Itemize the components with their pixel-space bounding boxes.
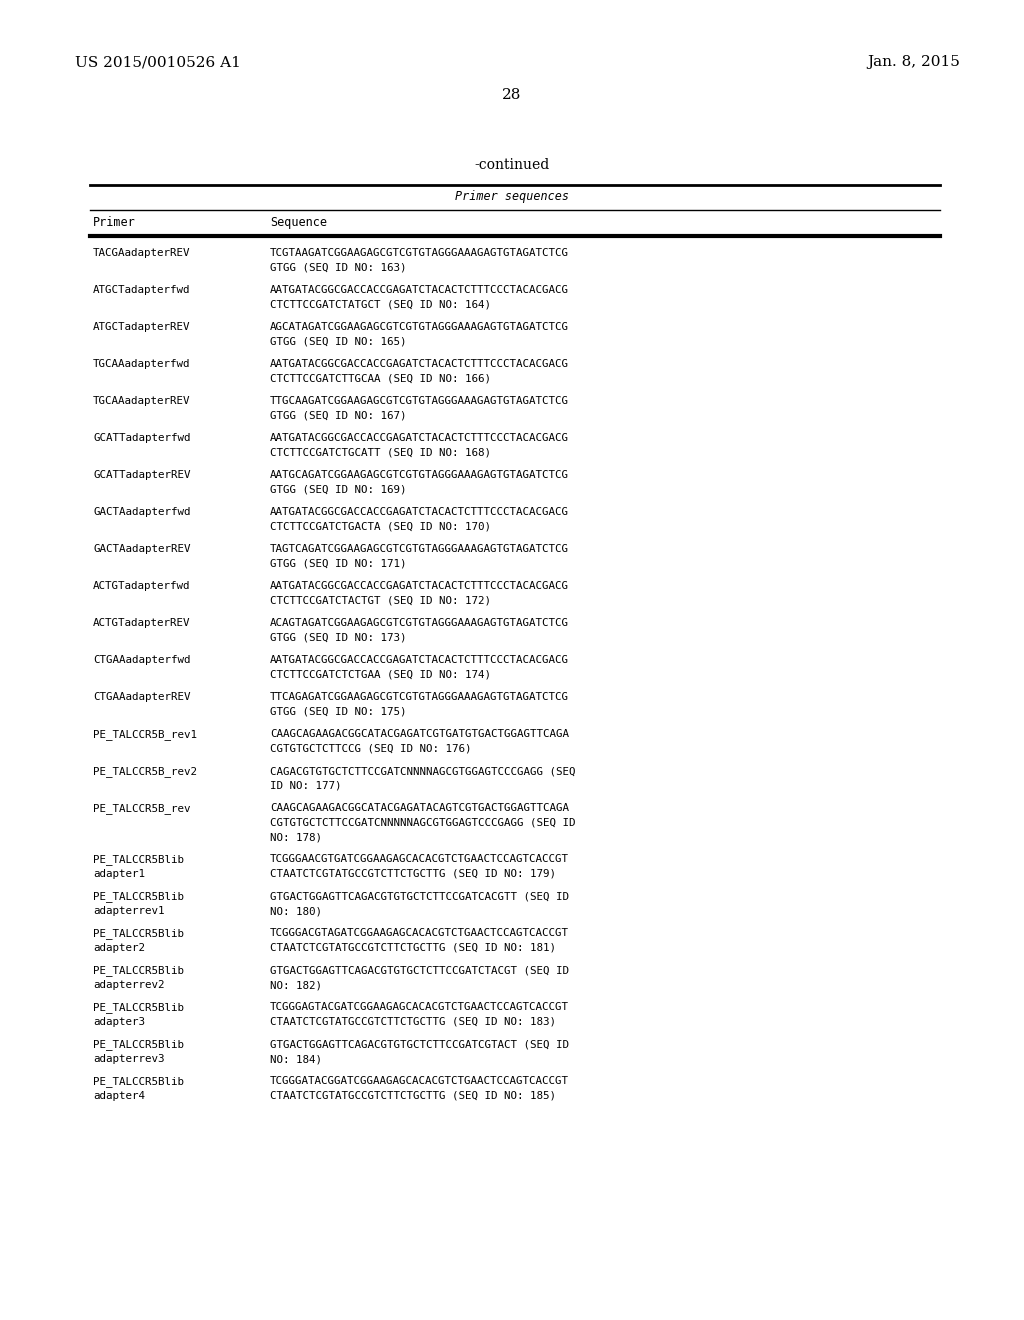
Text: PE_TALCCR5B_rev1: PE_TALCCR5B_rev1	[93, 729, 197, 741]
Text: GTGACTGGAGTTCAGACGTGTGCTCTTCCGATCTACGT (SEQ ID: GTGACTGGAGTTCAGACGTGTGCTCTTCCGATCTACGT (…	[270, 965, 569, 975]
Text: GCATTadapterREV: GCATTadapterREV	[93, 470, 190, 480]
Text: CTGAAadapterfwd: CTGAAadapterfwd	[93, 655, 190, 665]
Text: GTGACTGGAGTTCAGACGTGTGCTCTTCCGATCACGTT (SEQ ID: GTGACTGGAGTTCAGACGTGTGCTCTTCCGATCACGTT (…	[270, 891, 569, 902]
Text: US 2015/0010526 A1: US 2015/0010526 A1	[75, 55, 241, 69]
Text: PE_TALCCR5B_rev: PE_TALCCR5B_rev	[93, 803, 190, 814]
Text: TTGCAAGATCGGAAGAGCGTCGTGTAGGGAAAGAGTGTAGATCTCG: TTGCAAGATCGGAAGAGCGTCGTGTAGGGAAAGAGTGTAG…	[270, 396, 569, 407]
Text: adapterrev3: adapterrev3	[93, 1053, 165, 1064]
Text: adapter4: adapter4	[93, 1092, 145, 1101]
Text: PE_TALCCR5B_rev2: PE_TALCCR5B_rev2	[93, 766, 197, 777]
Text: CTCTTCCGATCTATGCT (SEQ ID NO: 164): CTCTTCCGATCTATGCT (SEQ ID NO: 164)	[270, 300, 490, 309]
Text: TGCAAadapterREV: TGCAAadapterREV	[93, 396, 190, 407]
Text: CAGACGTGTGCTCTTCCGATCNNNNAGCGTGGAGTCCCGAGG (SEQ: CAGACGTGTGCTCTTCCGATCNNNNAGCGTGGAGTCCCGA…	[270, 766, 575, 776]
Text: PE_TALCCR5Blib: PE_TALCCR5Blib	[93, 891, 184, 903]
Text: AATGCAGATCGGAAGAGCGTCGTGTAGGGAAAGAGTGTAGATCTCG: AATGCAGATCGGAAGAGCGTCGTGTAGGGAAAGAGTGTAG…	[270, 470, 569, 480]
Text: CTAATCTCGTATGCCGTCTTCTGCTTG (SEQ ID NO: 181): CTAATCTCGTATGCCGTCTTCTGCTTG (SEQ ID NO: …	[270, 942, 556, 953]
Text: TGCAAadapterfwd: TGCAAadapterfwd	[93, 359, 190, 370]
Text: adapter2: adapter2	[93, 942, 145, 953]
Text: ACTGTadapterfwd: ACTGTadapterfwd	[93, 581, 190, 591]
Text: AATGATACGGCGACCACCGAGATCTACACTCTTTCCCTACACGACG: AATGATACGGCGACCACCGAGATCTACACTCTTTCCCTAC…	[270, 285, 569, 294]
Text: NO: 180): NO: 180)	[270, 906, 322, 916]
Text: AATGATACGGCGACCACCGAGATCTACACTCTTTCCCTACACGACG: AATGATACGGCGACCACCGAGATCTACACTCTTTCCCTAC…	[270, 581, 569, 591]
Text: GTGG (SEQ ID NO: 175): GTGG (SEQ ID NO: 175)	[270, 706, 407, 717]
Text: -continued: -continued	[474, 158, 550, 172]
Text: CTCTTCCGATCTGCATT (SEQ ID NO: 168): CTCTTCCGATCTGCATT (SEQ ID NO: 168)	[270, 447, 490, 458]
Text: TACGAadapterREV: TACGAadapterREV	[93, 248, 190, 257]
Text: GTGG (SEQ ID NO: 165): GTGG (SEQ ID NO: 165)	[270, 337, 407, 346]
Text: adapter3: adapter3	[93, 1016, 145, 1027]
Text: TTCAGAGATCGGAAGAGCGTCGTGTAGGGAAAGAGTGTAGATCTCG: TTCAGAGATCGGAAGAGCGTCGTGTAGGGAAAGAGTGTAG…	[270, 692, 569, 702]
Text: GACTAadapterfwd: GACTAadapterfwd	[93, 507, 190, 517]
Text: CTAATCTCGTATGCCGTCTTCTGCTTG (SEQ ID NO: 183): CTAATCTCGTATGCCGTCTTCTGCTTG (SEQ ID NO: …	[270, 1016, 556, 1027]
Text: ACAGTAGATCGGAAGAGCGTCGTGTAGGGAAAGAGTGTAGATCTCG: ACAGTAGATCGGAAGAGCGTCGTGTAGGGAAAGAGTGTAG…	[270, 618, 569, 628]
Text: adapter1: adapter1	[93, 869, 145, 879]
Text: NO: 184): NO: 184)	[270, 1053, 322, 1064]
Text: Sequence: Sequence	[270, 216, 327, 228]
Text: GTGG (SEQ ID NO: 169): GTGG (SEQ ID NO: 169)	[270, 484, 407, 495]
Text: CGTGTGCTCTTCCGATCNNNNNAGCGTGGAGTCCCGAGG (SEQ ID: CGTGTGCTCTTCCGATCNNNNNAGCGTGGAGTCCCGAGG …	[270, 817, 575, 828]
Text: TCGTAAGATCGGAAGAGCGTCGTGTAGGGAAAGAGTGTAGATCTCG: TCGTAAGATCGGAAGAGCGTCGTGTAGGGAAAGAGTGTAG…	[270, 248, 569, 257]
Text: 28: 28	[503, 88, 521, 102]
Text: PE_TALCCR5Blib: PE_TALCCR5Blib	[93, 1077, 184, 1088]
Text: CTCTTCCGATCTCTGAA (SEQ ID NO: 174): CTCTTCCGATCTCTGAA (SEQ ID NO: 174)	[270, 669, 490, 680]
Text: GTGG (SEQ ID NO: 163): GTGG (SEQ ID NO: 163)	[270, 263, 407, 272]
Text: CTCTTCCGATCTGACTA (SEQ ID NO: 170): CTCTTCCGATCTGACTA (SEQ ID NO: 170)	[270, 521, 490, 532]
Text: CAAGCAGAAGACGGCATACGAGATACAGTCGTGACTGGAGTTCAGA: CAAGCAGAAGACGGCATACGAGATACAGTCGTGACTGGAG…	[270, 803, 569, 813]
Text: GTGG (SEQ ID NO: 167): GTGG (SEQ ID NO: 167)	[270, 411, 407, 421]
Text: Primer sequences: Primer sequences	[455, 190, 569, 203]
Text: PE_TALCCR5Blib: PE_TALCCR5Blib	[93, 928, 184, 940]
Text: NO: 182): NO: 182)	[270, 979, 322, 990]
Text: PE_TALCCR5Blib: PE_TALCCR5Blib	[93, 1002, 184, 1014]
Text: GACTAadapterREV: GACTAadapterREV	[93, 544, 190, 554]
Text: PE_TALCCR5Blib: PE_TALCCR5Blib	[93, 1040, 184, 1051]
Text: PE_TALCCR5Blib: PE_TALCCR5Blib	[93, 965, 184, 977]
Text: CTCTTCCGATCTACTGT (SEQ ID NO: 172): CTCTTCCGATCTACTGT (SEQ ID NO: 172)	[270, 595, 490, 606]
Text: GTGG (SEQ ID NO: 173): GTGG (SEQ ID NO: 173)	[270, 632, 407, 643]
Text: GCATTadapterfwd: GCATTadapterfwd	[93, 433, 190, 444]
Text: AGCATAGATCGGAAGAGCGTCGTGTAGGGAAAGAGTGTAGATCTCG: AGCATAGATCGGAAGAGCGTCGTGTAGGGAAAGAGTGTAG…	[270, 322, 569, 333]
Text: TCGGGATACGGATCGGAAGAGCACACGTCTGAACTCCAGTCACCGT: TCGGGATACGGATCGGAAGAGCACACGTCTGAACTCCAGT…	[270, 1077, 569, 1086]
Text: TCGGGACGTAGATCGGAAGAGCACACGTCTGAACTCCAGTCACCGT: TCGGGACGTAGATCGGAAGAGCACACGTCTGAACTCCAGT…	[270, 928, 569, 939]
Text: AATGATACGGCGACCACCGAGATCTACACTCTTTCCCTACACGACG: AATGATACGGCGACCACCGAGATCTACACTCTTTCCCTAC…	[270, 359, 569, 370]
Text: GTGG (SEQ ID NO: 171): GTGG (SEQ ID NO: 171)	[270, 558, 407, 569]
Text: TCGGGAACGTGATCGGAAGAGCACACGTCTGAACTCCAGTCACCGT: TCGGGAACGTGATCGGAAGAGCACACGTCTGAACTCCAGT…	[270, 854, 569, 865]
Text: AATGATACGGCGACCACCGAGATCTACACTCTTTCCCTACACGACG: AATGATACGGCGACCACCGAGATCTACACTCTTTCCCTAC…	[270, 507, 569, 517]
Text: PE_TALCCR5Blib: PE_TALCCR5Blib	[93, 854, 184, 866]
Text: ATGCTadapterfwd: ATGCTadapterfwd	[93, 285, 190, 294]
Text: ATGCTadapterREV: ATGCTadapterREV	[93, 322, 190, 333]
Text: Jan. 8, 2015: Jan. 8, 2015	[867, 55, 961, 69]
Text: TAGTCAGATCGGAAGAGCGTCGTGTAGGGAAAGAGTGTAGATCTCG: TAGTCAGATCGGAAGAGCGTCGTGTAGGGAAAGAGTGTAG…	[270, 544, 569, 554]
Text: CTAATCTCGTATGCCGTCTTCTGCTTG (SEQ ID NO: 179): CTAATCTCGTATGCCGTCTTCTGCTTG (SEQ ID NO: …	[270, 869, 556, 879]
Text: ID NO: 177): ID NO: 177)	[270, 780, 341, 791]
Text: GTGACTGGAGTTCAGACGTGTGCTCTTCCGATCGTACT (SEQ ID: GTGACTGGAGTTCAGACGTGTGCTCTTCCGATCGTACT (…	[270, 1040, 569, 1049]
Text: adapterrev2: adapterrev2	[93, 979, 165, 990]
Text: CTGAAadapterREV: CTGAAadapterREV	[93, 692, 190, 702]
Text: CTAATCTCGTATGCCGTCTTCTGCTTG (SEQ ID NO: 185): CTAATCTCGTATGCCGTCTTCTGCTTG (SEQ ID NO: …	[270, 1092, 556, 1101]
Text: CAAGCAGAAGACGGCATACGAGATCGTGATGTGACTGGAGTTCAGA: CAAGCAGAAGACGGCATACGAGATCGTGATGTGACTGGAG…	[270, 729, 569, 739]
Text: ACTGTadapterREV: ACTGTadapterREV	[93, 618, 190, 628]
Text: AATGATACGGCGACCACCGAGATCTACACTCTTTCCCTACACGACG: AATGATACGGCGACCACCGAGATCTACACTCTTTCCCTAC…	[270, 433, 569, 444]
Text: adapterrev1: adapterrev1	[93, 906, 165, 916]
Text: CGTGTGCTCTTCCG (SEQ ID NO: 176): CGTGTGCTCTTCCG (SEQ ID NO: 176)	[270, 743, 471, 754]
Text: TCGGGAGTACGATCGGAAGAGCACACGTCTGAACTCCAGTCACCGT: TCGGGAGTACGATCGGAAGAGCACACGTCTGAACTCCAGT…	[270, 1002, 569, 1012]
Text: CTCTTCCGATCTTGCAA (SEQ ID NO: 166): CTCTTCCGATCTTGCAA (SEQ ID NO: 166)	[270, 374, 490, 384]
Text: NO: 178): NO: 178)	[270, 832, 322, 842]
Text: Primer: Primer	[93, 216, 136, 228]
Text: AATGATACGGCGACCACCGAGATCTACACTCTTTCCCTACACGACG: AATGATACGGCGACCACCGAGATCTACACTCTTTCCCTAC…	[270, 655, 569, 665]
